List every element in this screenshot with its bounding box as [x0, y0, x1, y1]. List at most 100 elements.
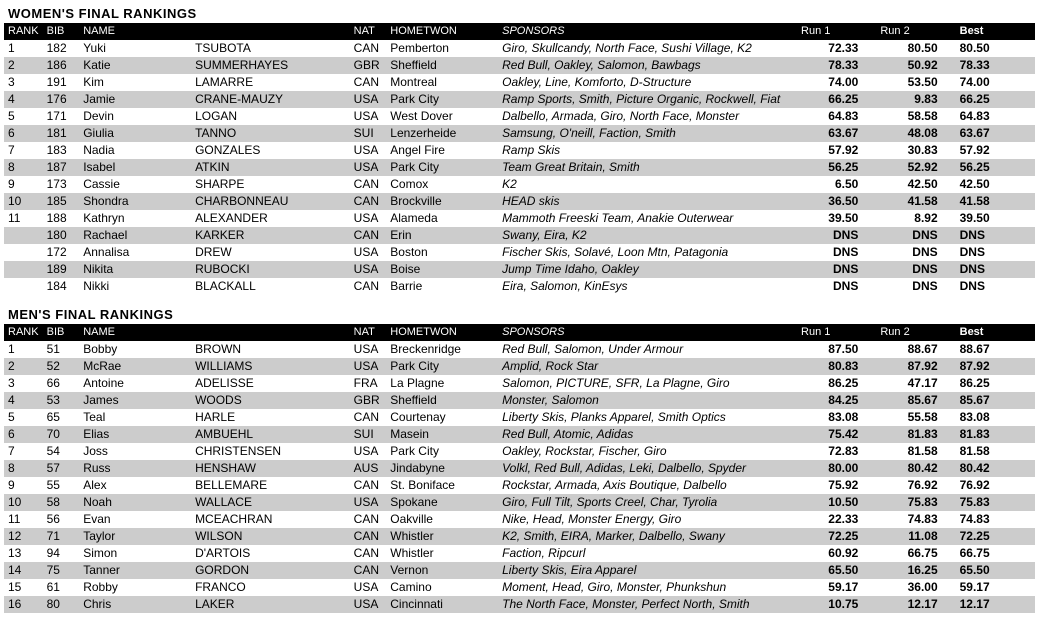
cell-nat: USA	[350, 261, 387, 278]
cell-run1: 63.67	[797, 125, 876, 142]
cell-last: CRANE-MAUZY	[191, 91, 350, 108]
cell-run2: 47.17	[876, 375, 955, 392]
cell-last: LAKER	[191, 596, 350, 613]
cell-best: 85.67	[956, 392, 1035, 409]
table-row: 1182YukiTSUBOTACANPembertonGiro, Skullca…	[4, 40, 1035, 57]
cell-run1: 86.25	[797, 375, 876, 392]
cell-rank: 2	[4, 57, 43, 74]
table-row: 5171DevinLOGANUSAWest DoverDalbello, Arm…	[4, 108, 1035, 125]
cell-best: 56.25	[956, 159, 1035, 176]
cell-nat: CAN	[350, 511, 387, 528]
cell-run2: 80.50	[876, 40, 955, 57]
cell-home: St. Boniface	[386, 477, 498, 494]
cell-home: Pemberton	[386, 40, 498, 57]
cell-best: 12.17	[956, 596, 1035, 613]
cell-best: 65.50	[956, 562, 1035, 579]
cell-home: Camino	[386, 579, 498, 596]
cell-best: 74.83	[956, 511, 1035, 528]
cell-run1: 10.75	[797, 596, 876, 613]
cell-bib: 171	[43, 108, 80, 125]
cell-bib: 182	[43, 40, 80, 57]
cell-last: GONZALES	[191, 142, 350, 159]
cell-best: 81.58	[956, 443, 1035, 460]
cell-spon: Liberty Skis, Eira Apparel	[498, 562, 797, 579]
cell-run1: 22.33	[797, 511, 876, 528]
cell-first: Kathryn	[79, 210, 191, 227]
cell-bib: 54	[43, 443, 80, 460]
cell-bib: 181	[43, 125, 80, 142]
cell-nat: CAN	[350, 176, 387, 193]
cell-spon: Red Bull, Atomic, Adidas	[498, 426, 797, 443]
cell-last: GORDON	[191, 562, 350, 579]
cell-nat: CAN	[350, 545, 387, 562]
cell-run2: 11.08	[876, 528, 955, 545]
cell-run2: 75.83	[876, 494, 955, 511]
cell-nat: GBR	[350, 392, 387, 409]
cell-home: West Dover	[386, 108, 498, 125]
cell-best: 59.17	[956, 579, 1035, 596]
table-row: 366AntoineADELISSEFRALa PlagneSalomon, P…	[4, 375, 1035, 392]
cell-last: BLACKALL	[191, 278, 350, 295]
cell-last: D'ARTOIS	[191, 545, 350, 562]
cell-rank: 7	[4, 443, 43, 460]
cell-run2: DNS	[876, 278, 955, 295]
cell-home: Whistler	[386, 545, 498, 562]
cell-nat: USA	[350, 579, 387, 596]
col-header-best: Best	[956, 324, 1035, 341]
cell-run2: 9.83	[876, 91, 955, 108]
col-header-run2: Run 2	[876, 23, 955, 40]
cell-first: Robby	[79, 579, 191, 596]
cell-run2: 87.92	[876, 358, 955, 375]
table-row: 6181GiuliaTANNOSUILenzerheideSamsung, O'…	[4, 125, 1035, 142]
cell-rank: 10	[4, 193, 43, 210]
cell-rank: 8	[4, 159, 43, 176]
cell-rank: 16	[4, 596, 43, 613]
cell-run2: 12.17	[876, 596, 955, 613]
cell-first: Taylor	[79, 528, 191, 545]
cell-bib: 53	[43, 392, 80, 409]
cell-home: Oakville	[386, 511, 498, 528]
cell-run1: DNS	[797, 244, 876, 261]
cell-run1: 72.33	[797, 40, 876, 57]
table-row: 670EliasAMBUEHLSUIMaseinRed Bull, Atomic…	[4, 426, 1035, 443]
cell-last: LAMARRE	[191, 74, 350, 91]
cell-best: 80.42	[956, 460, 1035, 477]
cell-nat: CAN	[350, 477, 387, 494]
cell-run1: 84.25	[797, 392, 876, 409]
cell-run2: 52.92	[876, 159, 955, 176]
cell-last: CHARBONNEAU	[191, 193, 350, 210]
table-row: 1394SimonD'ARTOISCANWhistlerFaction, Rip…	[4, 545, 1035, 562]
cell-last: BROWN	[191, 341, 350, 358]
cell-run1: 6.50	[797, 176, 876, 193]
cell-nat: SUI	[350, 426, 387, 443]
rankings-table: RANKBIBNAMENATHOMETWONSPONSORSRun 1Run 2…	[4, 23, 1035, 295]
cell-first: Teal	[79, 409, 191, 426]
rankings-table: RANKBIBNAMENATHOMETWONSPONSORSRun 1Run 2…	[4, 324, 1035, 613]
cell-first: Isabel	[79, 159, 191, 176]
table-row: 9173CassieSHARPECANComoxK26.5042.5042.50	[4, 176, 1035, 193]
cell-last: ATKIN	[191, 159, 350, 176]
cell-spon: Liberty Skis, Planks Apparel, Smith Opti…	[498, 409, 797, 426]
cell-best: 88.67	[956, 341, 1035, 358]
cell-first: Cassie	[79, 176, 191, 193]
cell-rank: 1	[4, 40, 43, 57]
cell-best: 57.92	[956, 142, 1035, 159]
cell-last: MCEACHRAN	[191, 511, 350, 528]
cell-first: Nikita	[79, 261, 191, 278]
cell-run1: DNS	[797, 278, 876, 295]
cell-run2: 50.92	[876, 57, 955, 74]
cell-bib: 58	[43, 494, 80, 511]
cell-last: AMBUEHL	[191, 426, 350, 443]
rankings-section: MEN'S FINAL RANKINGSRANKBIBNAMENATHOMETW…	[4, 305, 1035, 613]
cell-spon: Samsung, O'neill, Faction, Smith	[498, 125, 797, 142]
cell-spon: HEAD skis	[498, 193, 797, 210]
cell-last: WILSON	[191, 528, 350, 545]
cell-first: Antoine	[79, 375, 191, 392]
cell-run2: DNS	[876, 244, 955, 261]
table-row: 151BobbyBROWNUSABreckenridgeRed Bull, Sa…	[4, 341, 1035, 358]
cell-last: WILLIAMS	[191, 358, 350, 375]
cell-last: SHARPE	[191, 176, 350, 193]
table-row: 955AlexBELLEMARECANSt. BonifaceRockstar,…	[4, 477, 1035, 494]
cell-bib: 57	[43, 460, 80, 477]
col-header-run1: Run 1	[797, 23, 876, 40]
